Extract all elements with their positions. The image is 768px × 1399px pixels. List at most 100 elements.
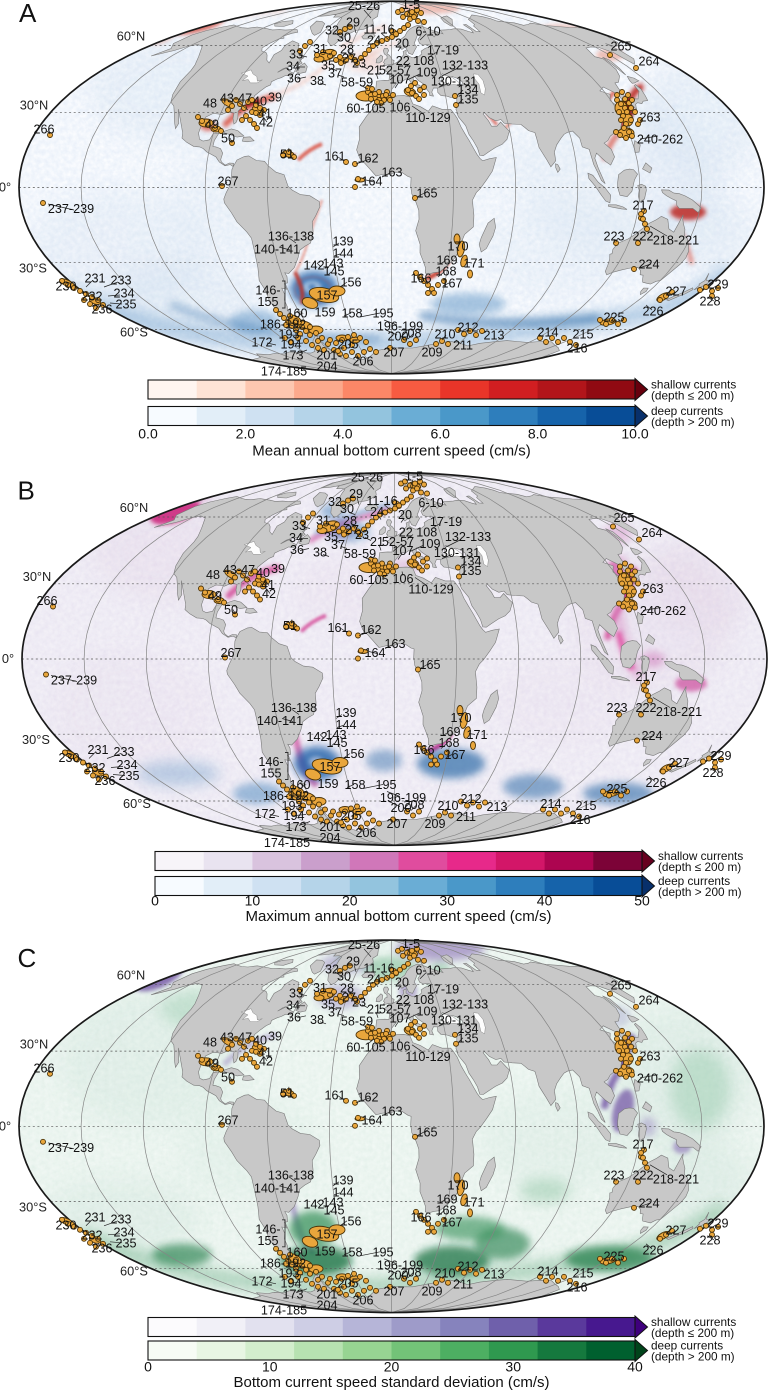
svg-text:130-131: 130-131: [431, 75, 477, 89]
svg-text:233: 233: [113, 745, 134, 759]
svg-text:20: 20: [384, 1359, 400, 1375]
svg-text:240-262: 240-262: [637, 1072, 683, 1086]
svg-text:174-185: 174-185: [261, 365, 307, 379]
svg-text:deep currents: deep currents: [658, 874, 730, 888]
svg-text:156: 156: [340, 1215, 361, 1229]
svg-text:167: 167: [444, 748, 465, 762]
svg-text:200: 200: [390, 801, 411, 815]
svg-text:236: 236: [91, 1242, 112, 1256]
svg-text:23: 23: [352, 57, 366, 71]
svg-text:159: 159: [314, 1245, 335, 1259]
svg-text:142: 142: [306, 730, 327, 744]
svg-text:161: 161: [324, 1089, 345, 1103]
svg-text:155: 155: [257, 295, 278, 309]
svg-text:58-59: 58-59: [341, 76, 373, 90]
svg-text:224: 224: [638, 1197, 659, 1211]
svg-text:201-: 201-: [316, 349, 341, 363]
svg-text:195: 195: [372, 307, 393, 321]
svg-text:42: 42: [262, 587, 276, 601]
svg-text:110-129: 110-129: [405, 1050, 450, 1064]
svg-text:163: 163: [381, 166, 402, 180]
svg-text:186-192: 186-192: [263, 789, 309, 803]
svg-text:1-5: 1-5: [405, 470, 423, 484]
svg-text:30°S: 30°S: [22, 732, 50, 747]
svg-text:267: 267: [220, 646, 241, 660]
svg-text:165: 165: [416, 187, 437, 201]
svg-text:227: 227: [665, 1224, 686, 1238]
svg-text:225: 225: [603, 1250, 624, 1264]
svg-text:25-26: 25-26: [348, 0, 380, 13]
svg-text:166: 166: [410, 272, 431, 286]
svg-text:208: 208: [403, 798, 424, 812]
svg-text:10.0: 10.0: [621, 426, 648, 442]
svg-text:25-26: 25-26: [348, 938, 380, 952]
svg-text:196-199: 196-199: [380, 791, 426, 805]
svg-text:228: 228: [702, 766, 723, 780]
svg-text:28: 28: [340, 43, 354, 57]
svg-text:60-105: 60-105: [346, 1041, 385, 1055]
svg-text:34: 34: [289, 531, 303, 545]
svg-text:60-105: 60-105: [349, 573, 388, 587]
svg-text:214: 214: [537, 1265, 558, 1279]
svg-text:162: 162: [357, 152, 378, 166]
svg-text:37: 37: [328, 67, 342, 81]
svg-text:264: 264: [638, 55, 659, 69]
svg-text:217: 217: [635, 670, 656, 684]
svg-text:136-138: 136-138: [268, 230, 314, 244]
svg-text:A: A: [19, 0, 37, 28]
svg-text:265: 265: [610, 979, 631, 993]
svg-text:231: 231: [84, 272, 105, 286]
svg-text:144: 144: [335, 718, 356, 732]
svg-text:229: 229: [707, 1217, 728, 1231]
svg-text:173: 173: [282, 1288, 303, 1302]
svg-text:225: 225: [603, 311, 624, 325]
svg-text:235: 235: [115, 1237, 136, 1251]
svg-text:21: 21: [367, 1003, 381, 1017]
svg-text:35: 35: [324, 530, 338, 544]
svg-text:210: 210: [434, 328, 455, 342]
svg-text:206: 206: [352, 355, 373, 369]
svg-text:145: 145: [323, 1204, 344, 1218]
svg-text:21: 21: [370, 535, 384, 549]
svg-text:161: 161: [324, 150, 345, 164]
svg-text:38: 38: [310, 74, 324, 88]
svg-text:132-133: 132-133: [442, 998, 488, 1012]
svg-text:170: 170: [447, 240, 468, 254]
svg-text:213: 213: [483, 329, 504, 343]
svg-text:209: 209: [421, 346, 442, 360]
svg-text:223: 223: [603, 1169, 624, 1183]
svg-text:195: 195: [372, 1246, 393, 1260]
svg-text:0°: 0°: [2, 651, 14, 666]
svg-text:157: 157: [319, 760, 340, 774]
svg-text:232: 232: [81, 1229, 102, 1243]
svg-text:171: 171: [463, 257, 484, 271]
svg-text:38: 38: [310, 1013, 324, 1027]
svg-text:60°N: 60°N: [117, 29, 146, 44]
svg-text:217: 217: [632, 1138, 653, 1152]
svg-text:159: 159: [317, 777, 338, 791]
svg-text:40: 40: [253, 1034, 267, 1048]
svg-text:158: 158: [341, 1246, 362, 1260]
svg-text:205: 205: [337, 1277, 358, 1291]
svg-text:265: 265: [613, 511, 634, 525]
svg-text:6-10: 6-10: [418, 496, 443, 510]
svg-text:225: 225: [606, 782, 627, 796]
svg-text:208: 208: [400, 327, 421, 341]
svg-text:169: 169: [436, 1193, 457, 1207]
svg-text:109: 109: [419, 537, 440, 551]
svg-text:140-141: 140-141: [257, 714, 303, 728]
svg-text:204: 204: [319, 831, 340, 845]
svg-text:236: 236: [91, 303, 112, 317]
svg-text:216: 216: [569, 813, 590, 827]
svg-text:110-129: 110-129: [405, 111, 450, 125]
svg-text:40: 40: [256, 566, 270, 580]
svg-text:134: 134: [457, 83, 478, 97]
svg-text:20: 20: [395, 37, 409, 51]
svg-text:230: 230: [58, 751, 79, 765]
svg-text:33: 33: [292, 519, 306, 533]
svg-text:(depth > 200 m): (depth > 200 m): [651, 1350, 735, 1364]
svg-text:135: 135: [460, 564, 481, 578]
svg-text:136-138: 136-138: [268, 1169, 314, 1183]
svg-text:48: 48: [203, 97, 217, 111]
svg-text:234: 234: [116, 758, 137, 772]
